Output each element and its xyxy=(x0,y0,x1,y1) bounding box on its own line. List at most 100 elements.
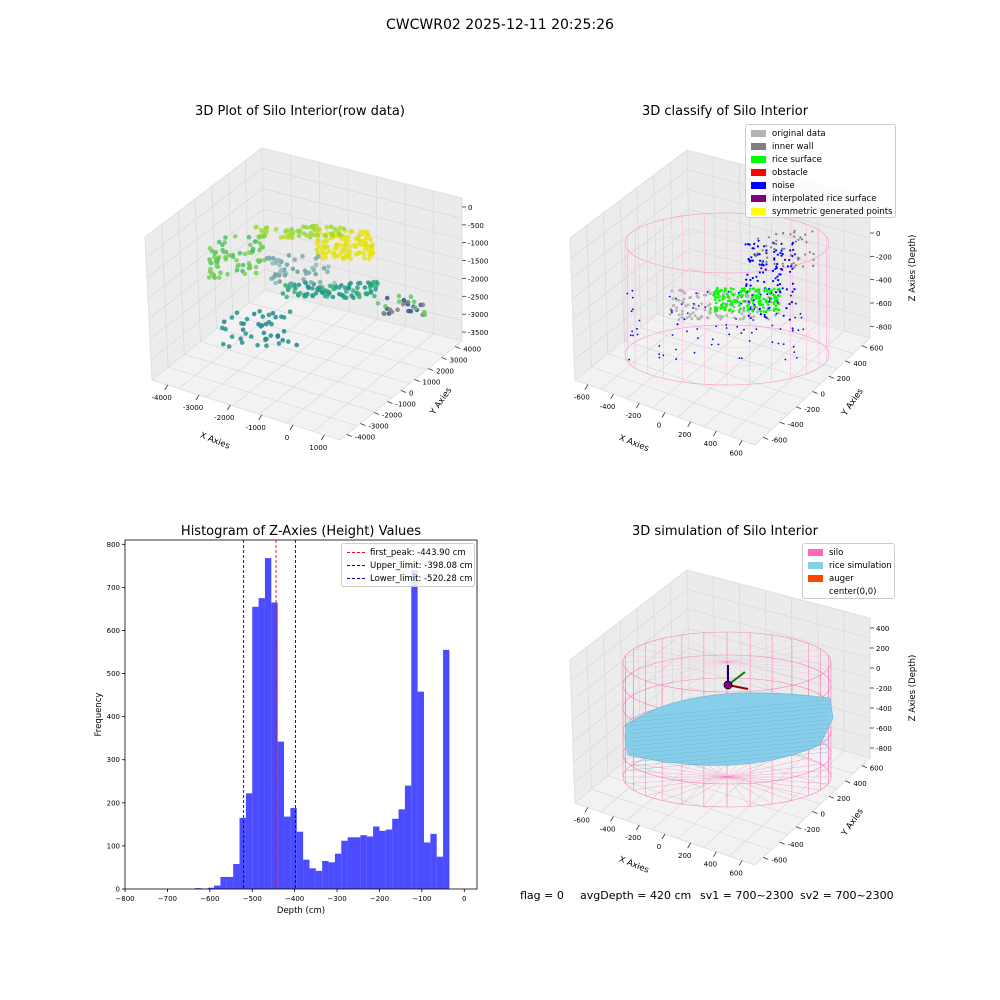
cls-inner-wall-point xyxy=(793,229,796,232)
cls-grid-line xyxy=(677,316,794,418)
histogram-bar xyxy=(322,860,329,889)
cls-rice-surface-point xyxy=(713,292,716,296)
raw-data-point xyxy=(247,263,253,269)
cls-inner-wall-point xyxy=(812,252,815,256)
cls-rice-surface-point xyxy=(745,292,749,295)
raw-data-point xyxy=(396,299,402,304)
histogram-y-tick-label: 0 xyxy=(116,886,120,894)
cls-noise-point xyxy=(692,302,695,305)
raw-data-point xyxy=(336,285,342,290)
histogram-bar xyxy=(194,888,202,889)
cls-x-tick-label: 0 xyxy=(657,422,661,430)
cls-y-tick-label: 600 xyxy=(870,345,883,353)
raw-data-point xyxy=(263,225,269,231)
cls-rice-surface-point xyxy=(769,296,773,300)
cls-noise-point xyxy=(785,288,788,291)
cls-inner-wall-point xyxy=(811,230,814,233)
raw-data-point xyxy=(243,331,248,336)
sim-grid-line xyxy=(586,647,592,790)
raw-z-tick-label: -1500 xyxy=(468,258,488,266)
raw-data-point xyxy=(249,334,254,339)
raw-data-point xyxy=(326,291,332,296)
cls-z-tick-label: 0 xyxy=(876,230,880,238)
cls-original-point xyxy=(690,317,694,321)
cls-original-point xyxy=(697,296,700,299)
raw-data-point xyxy=(283,229,288,234)
raw-data-point xyxy=(313,291,319,296)
cls-noise-point xyxy=(790,294,792,297)
raw-data-point xyxy=(229,334,235,340)
cls-rice-surface-point xyxy=(714,296,718,300)
cls-inner-wall-point xyxy=(802,265,805,268)
cls-noise-point xyxy=(782,314,785,317)
cls-original-point xyxy=(744,294,748,297)
raw-data-point xyxy=(292,257,298,263)
cls-original-point xyxy=(773,314,777,317)
raw-data-point xyxy=(301,277,306,282)
raw-data-point xyxy=(332,280,337,286)
cls-original-point xyxy=(702,293,706,297)
raw-y-tick-label: -2000 xyxy=(382,412,402,420)
raw-data-point xyxy=(310,265,315,271)
cls-noise-point xyxy=(697,304,700,307)
raw-data-point xyxy=(367,250,372,256)
cls-rice-surface-point xyxy=(725,303,729,306)
cls-rice-surface-point xyxy=(735,300,739,303)
cls-rice-surface-point xyxy=(775,308,779,311)
cls-grid-line xyxy=(572,228,689,320)
raw-data-point xyxy=(353,252,359,257)
cls-noise-point xyxy=(658,353,660,356)
sim-z-tick-label: -600 xyxy=(876,725,892,733)
raw-y-tick-label: -3000 xyxy=(368,423,388,431)
cls-noise-point xyxy=(759,259,762,262)
cls-noise-point xyxy=(779,328,782,330)
raw-data-point xyxy=(223,235,228,240)
raw-data-point xyxy=(281,234,287,240)
cls-z-tick-label: -400 xyxy=(876,277,892,285)
cls-noise-point xyxy=(780,268,783,271)
histogram-bar xyxy=(404,785,412,889)
cls-inner-wall-point xyxy=(794,240,797,243)
raw-data-point xyxy=(355,235,361,240)
cls-inner-wall-point xyxy=(793,266,796,269)
raw-data-point xyxy=(356,291,362,297)
cls-legend-swatch xyxy=(751,156,766,163)
cls-inner-wall-point xyxy=(783,247,786,250)
sim-legend-item: silo xyxy=(808,546,889,559)
raw-data-point xyxy=(383,304,388,309)
raw-x-tick-label: -4000 xyxy=(151,394,171,402)
raw-y-tick-mark xyxy=(400,390,407,393)
cls-original-point xyxy=(721,315,724,319)
cls-noise-point xyxy=(777,342,780,345)
raw-data-point xyxy=(317,279,323,285)
cls-x-tick-mark xyxy=(610,393,614,400)
sim-y-tick-label: -600 xyxy=(771,856,787,864)
sim-grid-line xyxy=(572,648,689,742)
cls-rice-surface-point xyxy=(724,288,727,291)
cls-rice-surface-point xyxy=(728,308,731,312)
cls-rice-surface-point xyxy=(723,306,726,310)
sim-rice-mesh-line xyxy=(629,739,829,759)
cls-noise-point xyxy=(692,307,694,309)
sim-legend-swatch xyxy=(808,549,823,556)
cls-noise-point xyxy=(780,254,783,257)
cls-rice-surface-point xyxy=(767,303,770,307)
raw-data-point xyxy=(290,266,296,272)
cls-x-tick-mark xyxy=(738,440,743,446)
cls-original-point xyxy=(716,315,720,319)
raw-data-point xyxy=(292,289,297,295)
histogram-frame xyxy=(124,539,478,890)
raw-data-point xyxy=(322,253,328,258)
raw-data-point xyxy=(368,282,373,288)
cls-noise-point xyxy=(773,257,776,260)
raw-data-point xyxy=(257,247,262,253)
cls-rice-surface-point xyxy=(732,293,735,297)
histogram-x-tick-label: 0 xyxy=(462,895,466,903)
raw-grid-line xyxy=(216,328,410,384)
cls-noise-point xyxy=(783,258,787,261)
raw-grid-line xyxy=(375,176,378,320)
cls-noise-point xyxy=(790,265,793,268)
sim-grid-line xyxy=(607,775,788,835)
raw-data-point xyxy=(221,319,227,325)
raw-data-point xyxy=(315,232,321,238)
